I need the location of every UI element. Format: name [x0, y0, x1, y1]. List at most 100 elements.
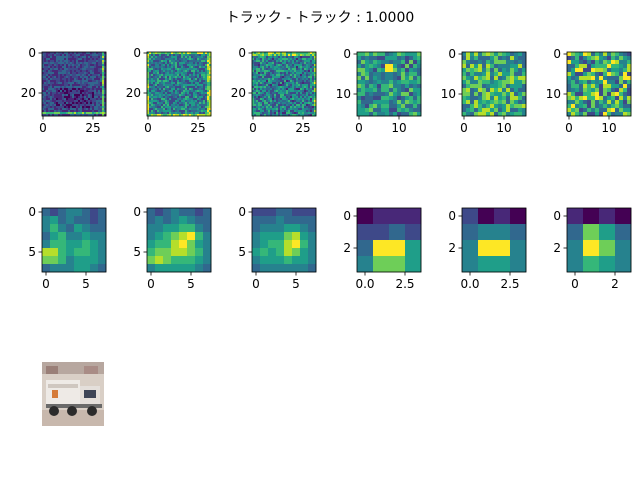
heatmap-row2-map4: 0.0 2.502: [343, 207, 422, 291]
heatmap-cell: [155, 86, 158, 89]
heatmap-cell: [44, 92, 47, 95]
heatmap-cell: [290, 100, 293, 103]
y-tick-label: 0: [343, 209, 351, 223]
heatmap-cell: [203, 108, 206, 111]
heatmap-cell: [92, 84, 95, 87]
heatmap-cell: [179, 62, 182, 65]
heatmap-cell: [96, 60, 99, 63]
heatmap-cell: [209, 96, 212, 99]
heatmap-cell: [300, 264, 309, 273]
heatmap-cell: [266, 84, 269, 87]
heatmap-cell: [286, 94, 289, 97]
heatmap-cell: [153, 82, 156, 85]
heatmap-cell: [165, 52, 168, 55]
heatmap-cell: [201, 108, 204, 111]
heatmap-cell: [177, 66, 180, 69]
heatmap-cell: [179, 58, 182, 61]
heatmap-cell: [199, 56, 202, 59]
heatmap-cell: [209, 70, 212, 73]
heatmap-cell: [94, 56, 97, 59]
heatmap-cell: [104, 72, 107, 75]
heatmap-cell: [268, 114, 271, 117]
heatmap-cell: [177, 80, 180, 83]
heatmap-cell: [102, 56, 105, 59]
heatmap-cell: [46, 100, 49, 103]
heatmap-cell: [462, 100, 467, 105]
heatmap-cell: [98, 248, 107, 257]
heatmap-cell: [173, 60, 176, 63]
heatmap-cell: [296, 96, 299, 99]
heatmap-cell: [302, 84, 305, 87]
heatmap-cell: [417, 52, 422, 57]
heatmap-cell: [98, 100, 101, 103]
heatmap-cell: [506, 72, 511, 77]
heatmap-cell: [298, 100, 301, 103]
heatmap-cell: [252, 68, 255, 71]
heatmap-cell: [278, 86, 281, 89]
heatmap-cell: [84, 86, 87, 89]
heatmap-cell: [381, 92, 386, 97]
heatmap-cell: [74, 56, 77, 59]
heatmap-cell: [86, 84, 89, 87]
heatmap-cell: [72, 84, 75, 87]
heatmap-cell: [298, 52, 301, 55]
heatmap-cell: [82, 68, 85, 71]
heatmap-cell: [104, 86, 107, 89]
heatmap-cell: [369, 84, 374, 89]
heatmap-cell: [510, 208, 527, 225]
heatmap-cell: [62, 110, 65, 113]
heatmap-cell: [169, 62, 172, 65]
heatmap-cell: [151, 90, 154, 93]
heatmap-cell: [66, 114, 69, 117]
heatmap-cell: [187, 98, 190, 101]
heatmap-cell: [157, 80, 160, 83]
heatmap-cell: [292, 84, 295, 87]
heatmap-cell: [96, 82, 99, 85]
heatmap-cell: [201, 80, 204, 83]
heatmap-cell: [100, 106, 103, 109]
heatmap-cell: [373, 60, 378, 65]
heatmap-cell: [60, 68, 63, 71]
heatmap-cell: [401, 76, 406, 81]
heatmap-cell: [199, 52, 202, 55]
heatmap-cell: [86, 52, 89, 55]
heatmap-cell: [147, 216, 156, 225]
heatmap-cell: [80, 110, 83, 113]
heatmap-cell: [205, 58, 208, 61]
heatmap-cell: [490, 92, 495, 97]
heatmap-cell: [385, 104, 390, 109]
heatmap-cell: [76, 82, 79, 85]
heatmap-cell: [177, 78, 180, 81]
heatmap-cell: [70, 98, 73, 101]
heatmap-cell: [177, 54, 180, 57]
heatmap-cell: [68, 100, 71, 103]
heatmap-cell: [603, 68, 608, 73]
heatmap-cell: [276, 58, 279, 61]
heatmap-cell: [84, 62, 87, 65]
heatmap-cell: [312, 52, 315, 55]
heatmap-cell: [209, 66, 212, 69]
heatmap-cell: [201, 96, 204, 99]
heatmap-cell: [262, 68, 265, 71]
heatmap-cell: [70, 80, 73, 83]
heatmap-cell: [153, 64, 156, 67]
heatmap-cell: [96, 98, 99, 101]
heatmap-cell: [62, 92, 65, 95]
heatmap-cell: [181, 104, 184, 107]
heatmap-cell: [300, 80, 303, 83]
heatmap-cell: [183, 56, 186, 59]
heatmap-cell: [167, 100, 170, 103]
heatmap-cell: [189, 60, 192, 63]
heatmap-cell: [56, 88, 59, 91]
heatmap-cell: [179, 84, 182, 87]
heatmap-cell: [185, 54, 188, 57]
heatmap-cell: [179, 208, 188, 217]
heatmap-cell: [365, 68, 370, 73]
heatmap-cell: [155, 66, 158, 69]
heatmap-cell: [518, 92, 523, 97]
heatmap-cell: [175, 88, 178, 91]
heatmap-cell: [98, 80, 101, 83]
heatmap-cell: [282, 60, 285, 63]
heatmap-cell: [278, 80, 281, 83]
heatmap-cell: [268, 86, 271, 89]
